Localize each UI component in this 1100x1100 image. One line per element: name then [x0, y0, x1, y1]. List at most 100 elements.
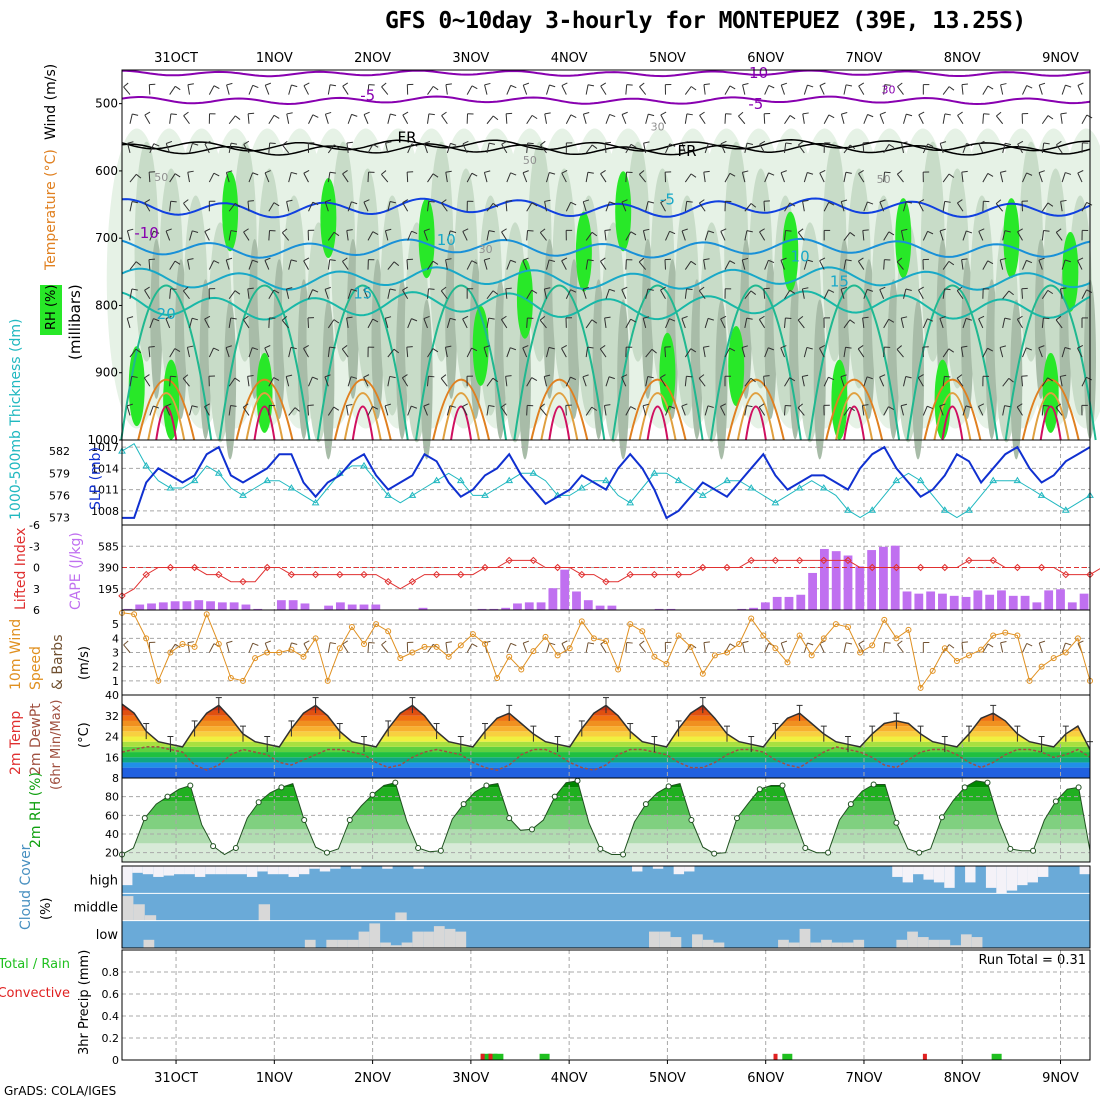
wind-speed-marker	[881, 616, 888, 623]
wind-barb-flag	[708, 142, 715, 146]
wind-speed-marker	[179, 641, 186, 647]
wind-barb-flag	[939, 403, 946, 407]
wind-barb-flag	[273, 114, 280, 119]
wind-barb-flag	[849, 232, 856, 237]
wind-barb	[483, 347, 488, 358]
wind-speed-marker	[445, 653, 452, 660]
wind-barb	[539, 232, 547, 241]
wind-barb	[744, 377, 752, 387]
wind-barb	[625, 172, 628, 183]
wind-speed-marker	[639, 628, 646, 635]
wind-barb	[327, 406, 335, 416]
wind-barb-flag	[488, 230, 495, 233]
wind-barb-flag	[1047, 202, 1054, 207]
wind-barb	[918, 114, 924, 124]
wind-barb-flag	[703, 258, 710, 261]
wind-barb	[427, 376, 429, 387]
thickness-marker	[916, 476, 925, 484]
li-tick: -3	[29, 540, 40, 553]
cloud-bar-high	[257, 866, 268, 872]
cape-bar	[749, 607, 758, 610]
warm-lobe	[611, 284, 704, 441]
wind-barb	[1038, 172, 1043, 183]
wind-barb	[248, 172, 254, 183]
warm-lobe	[933, 392, 972, 441]
warm-lobe	[548, 405, 571, 441]
wind-barb-flag	[781, 82, 788, 86]
wind-speed-marker	[227, 675, 234, 681]
wind-barb	[665, 143, 671, 154]
wind-barb-flag	[432, 173, 439, 178]
rh-marker	[756, 786, 763, 793]
wind-barb-flag	[987, 172, 994, 177]
wind-barb-flag	[225, 345, 232, 349]
cloud-bar-low	[713, 942, 725, 948]
wind-barb-flag	[226, 82, 233, 86]
wind-barb-flag	[432, 348, 439, 353]
wind-barb	[288, 84, 292, 95]
wind-barb-flag	[759, 140, 766, 145]
wind-speed-marker	[615, 666, 622, 673]
wind-barb	[129, 173, 137, 183]
wind-barb-flag	[471, 260, 478, 264]
wind-barb-flag	[682, 141, 689, 144]
wind-barb	[939, 318, 944, 329]
wind-speed-marker	[191, 643, 198, 650]
wind-barb-flag	[884, 171, 891, 174]
wind-barb-flag	[879, 374, 886, 378]
wind-barb	[797, 232, 805, 241]
wind-barb-flag	[187, 345, 194, 348]
wind-barb-flag	[561, 82, 568, 87]
wind-barb	[982, 173, 989, 183]
thickness-marker	[626, 498, 635, 506]
wind-axis-label-1: 10m Wind	[8, 619, 24, 690]
wind-barb	[268, 377, 275, 387]
wind-barb	[307, 317, 309, 328]
wind-speed-marker	[312, 635, 319, 642]
wind-barb	[268, 289, 275, 300]
wind-barb	[862, 317, 865, 328]
wind-barb	[720, 406, 726, 416]
wind-barb-flag	[342, 170, 348, 175]
wind-barb-flag	[1000, 83, 1007, 86]
wind-barb-flag	[845, 171, 852, 174]
wind-barb	[741, 347, 746, 358]
wind-barb	[724, 643, 731, 653]
wind-barb	[303, 348, 309, 358]
wind-barb-flag	[918, 199, 925, 203]
wind-barb-flag	[544, 112, 551, 115]
wind-barb-flag	[621, 111, 628, 115]
wind-barb-flag	[329, 171, 336, 174]
wind-barb	[427, 288, 430, 299]
cloud-bar-low	[670, 937, 682, 948]
wind-speed-marker	[397, 655, 404, 662]
wind-barb	[917, 377, 924, 387]
date-tick-bottom: 9NOV	[1042, 1071, 1079, 1086]
wind-barb	[645, 113, 649, 124]
wind-barb-flag	[1065, 84, 1072, 88]
cloud-axis-label: Cloud Cover	[18, 844, 34, 930]
wind-barb-flag	[660, 374, 666, 379]
wind-barb	[1081, 289, 1087, 299]
wind-barb-flag	[346, 404, 353, 407]
wind-barb	[189, 143, 193, 154]
wind-speed-marker	[1038, 663, 1045, 670]
cape-bar	[1079, 593, 1089, 610]
wind-barb-flag	[252, 259, 259, 263]
cloud-bar-low	[433, 926, 445, 948]
date-tick-top: 8NOV	[944, 51, 981, 66]
wind-barb-flag	[351, 288, 358, 292]
wind-barb-flag	[862, 141, 869, 144]
wind-barb	[565, 114, 572, 124]
wind-barb-flag	[123, 82, 129, 88]
wind-speed-marker	[808, 652, 815, 659]
thickness-marker	[819, 484, 828, 491]
cape-tick: 585	[98, 540, 119, 553]
wind-barb-flag	[269, 142, 276, 144]
wind-barb-flag	[763, 375, 770, 377]
cloud-bar-high	[1006, 866, 1018, 891]
wind-barb-flag	[600, 257, 606, 262]
chart-title: GFS 0~10day 3-hourly for MONTEPUEZ (39E,…	[385, 8, 1026, 34]
wind-barb	[600, 643, 607, 653]
wind-barb-flag	[372, 406, 379, 410]
